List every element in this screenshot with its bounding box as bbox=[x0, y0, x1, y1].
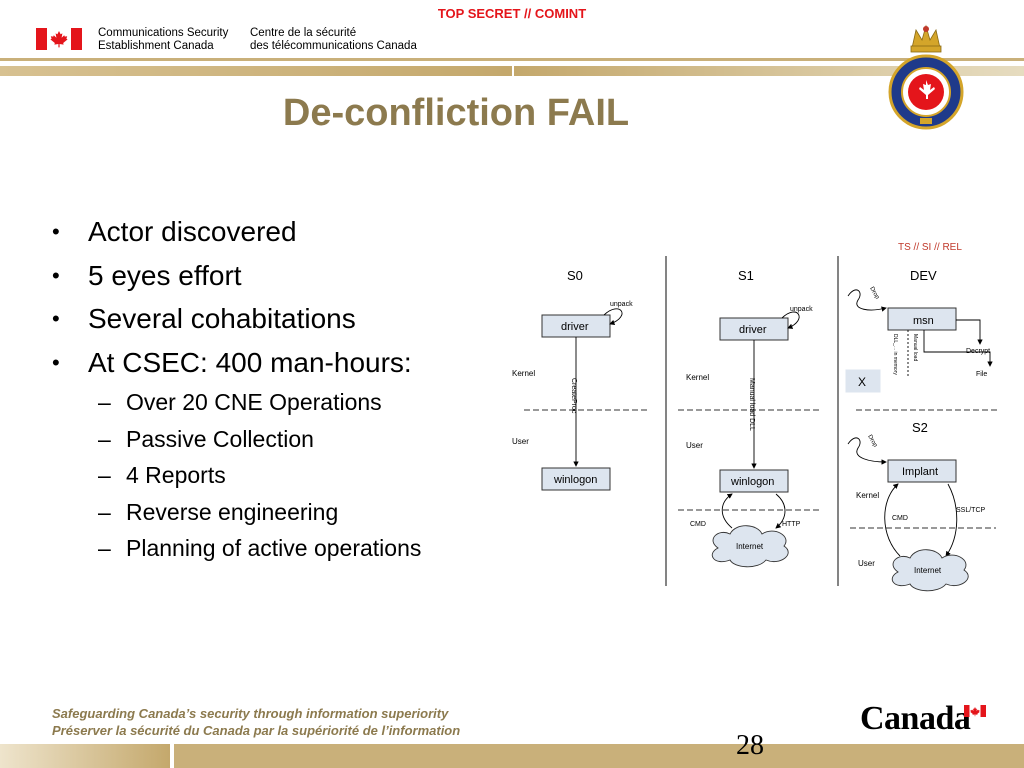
org-fr-line1: Centre de la sécurité bbox=[250, 27, 357, 39]
canada-wordmark: Canada bbox=[860, 700, 971, 737]
s1-unpack-label: unpack bbox=[790, 306, 813, 313]
org-en-line2: Establishment Canada bbox=[98, 40, 214, 52]
dev-loadlib-label: DLL_... in memory bbox=[892, 334, 898, 375]
org-en-line1: Communications Security bbox=[98, 27, 229, 39]
dev-drop-label: Drop bbox=[868, 286, 880, 301]
dev-manual-label: Manual load bbox=[912, 334, 918, 361]
dev-label: DEV bbox=[910, 268, 937, 283]
s0-winlogon-box bbox=[541, 467, 611, 491]
s2-label: S2 bbox=[912, 420, 928, 435]
header-band-line bbox=[0, 58, 1024, 61]
sub-bullet-item: Reverse engineering bbox=[52, 494, 472, 531]
dev-file-label: File bbox=[976, 371, 987, 378]
s1-http-arrow bbox=[775, 493, 786, 529]
sub-bullet-item: 4 Reports bbox=[52, 457, 472, 494]
infection-diagram: TS // SI // REL S0 driver unpack Kernel … bbox=[512, 242, 1000, 592]
sub-bullet-item: Over 20 CNE Operations bbox=[52, 384, 472, 421]
header-band bbox=[0, 58, 1024, 78]
s1-driver-label: driver bbox=[739, 324, 767, 336]
dev-x-label: X bbox=[858, 375, 866, 389]
bullet-list: Actor discovered 5 eyes effort Several c… bbox=[52, 210, 472, 567]
s2-drop-label: Drop bbox=[866, 434, 878, 449]
s0-winlogon-label: winlogon bbox=[553, 474, 597, 486]
s0-unpack-loop bbox=[603, 308, 623, 325]
s0-driver-label: driver bbox=[561, 321, 589, 333]
wordmark-flag-icon bbox=[964, 705, 986, 717]
org-name-english: Communications Security Establishment Ca… bbox=[98, 27, 228, 53]
s1-internet-label: Internet bbox=[736, 542, 764, 551]
diagram-marking: TS // SI // REL bbox=[898, 242, 962, 253]
tagline-english: Safeguarding Canada’s security through i… bbox=[52, 706, 449, 721]
dev-msn-label: msn bbox=[913, 315, 934, 327]
slide-title: De-confliction FAIL bbox=[282, 92, 630, 134]
s0-user-label: User bbox=[512, 437, 529, 446]
bullet-item: At CSEC: 400 man-hours: bbox=[52, 341, 472, 385]
s2-user-label: User bbox=[858, 559, 875, 568]
csec-crest-icon bbox=[888, 24, 964, 130]
dev-msn-box bbox=[887, 307, 957, 331]
org-fr-line2: des télécommunications Canada bbox=[250, 40, 417, 52]
classification-banner: TOP SECRET // COMINT bbox=[437, 6, 587, 21]
dev-drop-arrow bbox=[847, 289, 887, 312]
dev-decrypt-line bbox=[956, 319, 983, 345]
s1-winlogon-label: winlogon bbox=[730, 476, 774, 488]
sub-bullet-item: Passive Collection bbox=[52, 421, 472, 458]
s1-arrow-label: Manual load DLL bbox=[748, 378, 755, 431]
bullet-item: 5 eyes effort bbox=[52, 254, 472, 298]
header-band-left bbox=[0, 66, 512, 76]
s1-label: S1 bbox=[738, 268, 754, 283]
s2-internet-cloud bbox=[891, 549, 969, 592]
s0-label: S0 bbox=[567, 268, 583, 283]
s2-kernel-label: Kernel bbox=[856, 491, 879, 500]
tagline-french: Préserver la sécurité du Canada par la s… bbox=[52, 723, 461, 738]
s2-ssl-arrow bbox=[945, 483, 958, 557]
sub-bullet-item: Planning of active operations bbox=[52, 530, 472, 567]
dev-x-box bbox=[845, 369, 881, 393]
s2-implant-box bbox=[887, 459, 957, 483]
s2-cmd-arrow bbox=[884, 483, 901, 557]
bullet-item: Several cohabitations bbox=[52, 297, 472, 341]
s0-unpack-label: unpack bbox=[610, 301, 633, 308]
s0-arrow-label: CreateProc bbox=[570, 378, 577, 414]
s2-internet-label: Internet bbox=[914, 566, 942, 575]
dev-decrypt-label: Decrypt bbox=[966, 348, 990, 355]
canada-flag-icon bbox=[36, 28, 82, 50]
org-name-french: Centre de la sécurité des télécommunicat… bbox=[250, 27, 417, 53]
footer-band bbox=[0, 744, 1024, 768]
s1-winlogon-box bbox=[719, 469, 789, 493]
dev-file-line bbox=[923, 330, 993, 367]
s1-internet-cloud bbox=[711, 525, 789, 568]
s2-drop-arrow bbox=[847, 437, 887, 465]
s1-kernel-label: Kernel bbox=[686, 373, 709, 382]
s1-http-label: HTTP bbox=[782, 521, 801, 528]
s0-kernel-label: Kernel bbox=[512, 369, 535, 378]
header-band-right bbox=[514, 66, 1024, 76]
footer-taglines: Safeguarding Canada’s security through i… bbox=[52, 705, 460, 739]
s2-cmd-label: CMD bbox=[892, 515, 908, 522]
s1-cmd-arrow bbox=[721, 493, 733, 529]
s1-unpack-loop bbox=[781, 311, 800, 329]
s1-user-label: User bbox=[686, 441, 703, 450]
page-number: 28 bbox=[736, 730, 764, 761]
s2-ssl-label: SSL/TCP bbox=[956, 507, 986, 514]
s2-implant-label: Implant bbox=[902, 466, 938, 478]
s1-cmd-label: CMD bbox=[690, 521, 706, 528]
bullet-item: Actor discovered bbox=[52, 210, 472, 254]
